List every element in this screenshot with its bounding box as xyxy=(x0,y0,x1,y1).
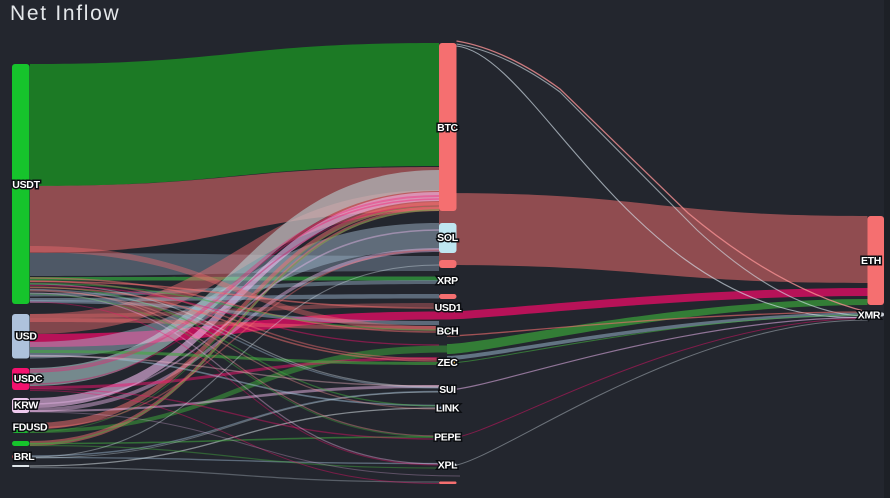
svg-text:USD: USD xyxy=(15,331,37,343)
svg-text:XPL: XPL xyxy=(438,460,458,472)
svg-text:KRW: KRW xyxy=(14,400,38,412)
svg-text:XRP: XRP xyxy=(437,275,458,287)
svg-text:BRL: BRL xyxy=(14,451,36,463)
svg-text:PEPE: PEPE xyxy=(434,432,461,444)
svg-text:SOL: SOL xyxy=(437,232,459,244)
svg-text:BCH: BCH xyxy=(437,326,459,338)
svg-text:XMR: XMR xyxy=(858,310,881,322)
svg-text:ZEC: ZEC xyxy=(437,357,458,369)
svg-text:USDT: USDT xyxy=(12,179,40,191)
svg-text:ETH: ETH xyxy=(861,255,881,267)
svg-text:FDUSD: FDUSD xyxy=(13,422,48,434)
svg-text:BTC: BTC xyxy=(437,122,458,134)
svg-text:SUI: SUI xyxy=(439,384,456,396)
svg-text:USD1: USD1 xyxy=(435,302,462,314)
svg-text:USDC: USDC xyxy=(14,373,43,385)
svg-text:LINK: LINK xyxy=(436,403,460,415)
